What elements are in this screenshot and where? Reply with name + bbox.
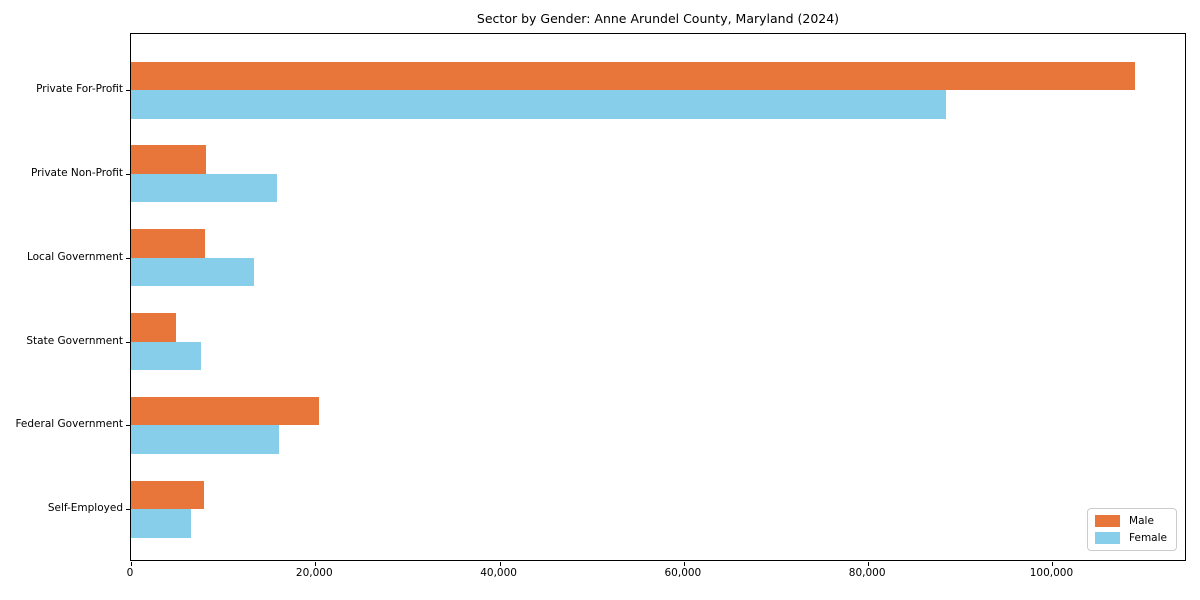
legend-label-male: Male [1129,515,1154,527]
y-tick-label: Federal Government [15,418,123,431]
y-tick-mark [126,509,130,511]
chart-title: Sector by Gender: Anne Arundel County, M… [476,11,840,26]
x-tick-label: 0 [126,567,134,579]
y-tick-label: Private Non-Profit [30,166,123,179]
y-tick-mark [126,257,130,259]
x-tick-label: 60,000 [664,567,702,579]
y-tick-label: State Government [26,334,123,347]
bar-male-0 [131,61,1136,91]
bar-female-3 [131,341,202,371]
bar-female-5 [131,509,191,538]
male-swatch [1095,515,1121,527]
x-tick-mark [1052,562,1054,566]
y-tick-mark [126,425,130,427]
x-tick-label: 80,000 [848,567,886,579]
y-tick-label: Local Government [26,250,123,263]
y-tick-mark [126,90,130,92]
x-tick-label: 20,000 [295,567,333,579]
x-tick-mark [499,562,501,566]
legend-label-female: Female [1129,532,1167,544]
plot-area: Male Female [126,33,1186,566]
female-swatch [1095,532,1121,544]
x-tick-mark [315,562,317,566]
bar-female-0 [131,90,947,119]
bar-male-1 [131,145,206,174]
y-tick-label: Private For-Profit [36,83,123,96]
bar-female-2 [131,257,254,287]
bar-female-1 [131,173,277,203]
bar-male-3 [131,313,177,342]
x-tick-mark [868,562,870,566]
x-tick-mark [683,562,685,566]
bar-male-5 [131,480,204,510]
x-tick-label: 40,000 [480,567,517,579]
legend-entry-male: Male [1095,515,1167,527]
x-tick-label: 100,000 [1029,567,1074,579]
bar-female-4 [131,425,280,454]
bar-male-2 [131,229,205,258]
bar-male-4 [131,396,319,426]
legend: Male Female [1087,508,1177,551]
y-tick-label: Self-Employed [47,502,123,515]
x-tick-mark [131,562,132,566]
y-tick-mark [126,341,130,343]
y-tick-mark [126,173,130,175]
legend-entry-female: Female [1095,532,1167,544]
